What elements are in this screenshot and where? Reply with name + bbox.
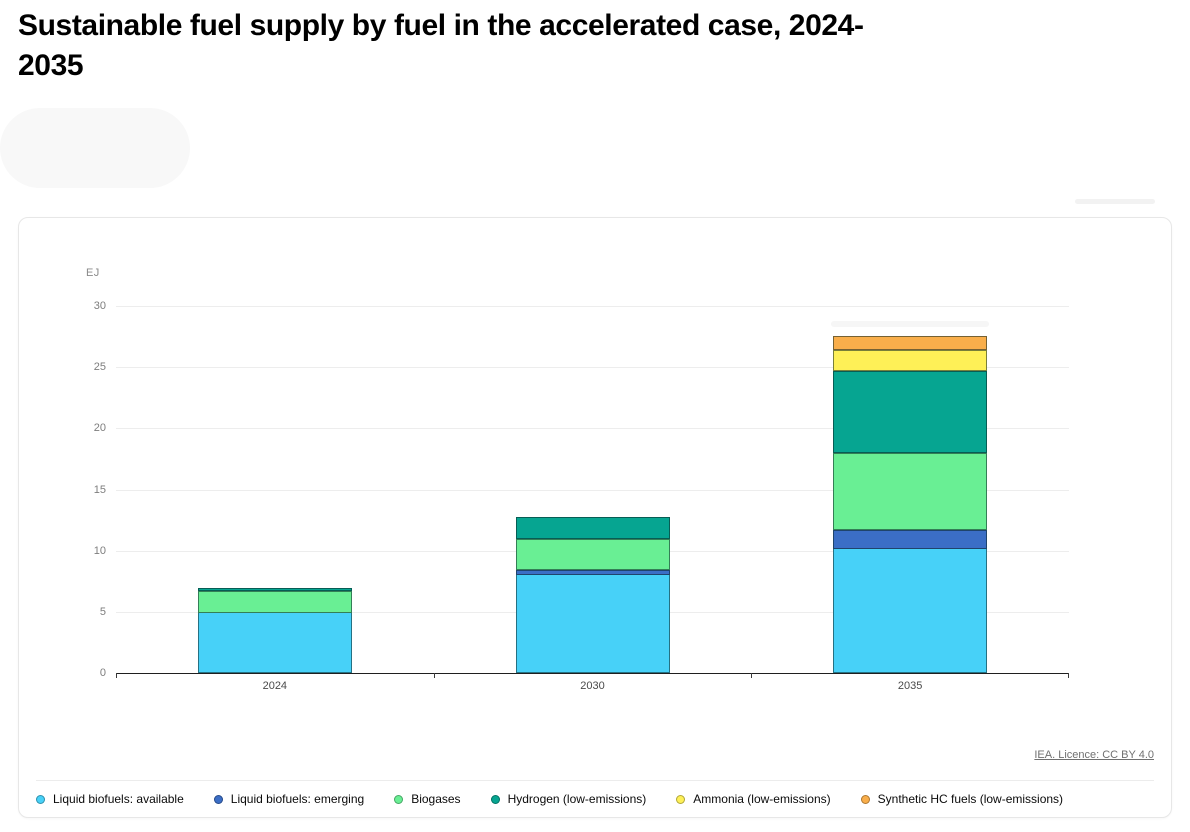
placeholder-strip [1075, 199, 1155, 204]
y-tick-label-15: 15 [93, 483, 106, 496]
y-tick-label-10: 10 [93, 544, 106, 557]
y-tick-label-5: 5 [99, 605, 106, 618]
legend-dot-icon [676, 794, 686, 804]
legend-label: Hydrogen (low-emissions) [507, 792, 647, 806]
bar-segment-2035-biogases[interactable] [833, 452, 988, 530]
source-licence-link[interactable]: IEA. Licence: CC BY 4.0 [1034, 749, 1154, 761]
legend-divider [36, 780, 1154, 781]
y-tick-label-20: 20 [93, 422, 106, 435]
x-axis-line [116, 673, 1069, 674]
chart-card: EJ 0 5 10 15 20 25 30 2024 2030 2035 IEA. Licence… [18, 217, 1172, 818]
plot-area: 0 5 10 15 20 25 30 2024 2030 2035 [94, 300, 1069, 692]
legend-dot-icon [394, 794, 404, 804]
legend-item-hydrogen-low-emissions[interactable]: Hydrogen (low-emissions) [490, 792, 647, 806]
bar-segment-2035-liquid-biofuels-available[interactable] [833, 548, 988, 673]
legend-label: Synthetic HC fuels (low-emissions) [877, 792, 1064, 806]
bar-segment-2024-hydrogen-low-emissions[interactable] [197, 588, 352, 591]
x-axis-tick [434, 673, 435, 678]
legend-label: Ammonia (low-emissions) [693, 792, 831, 806]
legend-item-liquid-biofuels-available[interactable]: Liquid biofuels: available [36, 792, 184, 806]
legend-dot-icon [213, 794, 223, 804]
bar-segment-2024-biogases[interactable] [197, 590, 352, 613]
y-tick-label-30: 30 [93, 300, 106, 312]
legend-label: Biogases [411, 792, 461, 806]
bar-segment-2030-hydrogen-low-emissions[interactable] [515, 517, 670, 540]
y-tick-label-25: 25 [93, 361, 106, 374]
grid-line-25 [116, 367, 1069, 369]
y-axis-unit-label: EJ [86, 267, 100, 279]
x-axis-tick [1068, 673, 1069, 678]
placeholder-blob [0, 108, 190, 188]
x-tick-label-2030: 2030 [580, 680, 605, 692]
bar-segment-2035-hydrogen-low-emissions[interactable] [833, 370, 988, 453]
grid-line-20 [116, 428, 1069, 430]
x-tick-label-2035: 2035 [897, 680, 923, 692]
legend-item-synthetic-hc-fuels-low-emissions[interactable]: Synthetic HC fuels (low-emissions) [860, 792, 1064, 806]
bar-segment-2035-liquid-biofuels-emerging[interactable] [833, 529, 988, 550]
bar-segment-2030-liquid-biofuels-available[interactable] [515, 573, 670, 673]
legend-dot-icon [490, 794, 500, 804]
legend-item-ammonia-low-emissions[interactable]: Ammonia (low-emissions) [676, 792, 831, 806]
legend-label: Liquid biofuels: emerging [230, 792, 365, 806]
x-axis-tick [751, 673, 752, 678]
y-tick-label-0: 0 [99, 667, 106, 679]
bar-segment-2035-synthetic-hc-fuels-low-emissions[interactable] [833, 336, 988, 350]
legend-dot-icon [860, 794, 870, 804]
legend-dot-icon [36, 794, 45, 804]
bar-segment-2024-liquid-biofuels-available[interactable] [197, 611, 352, 673]
bar-segment-2030-biogases[interactable] [515, 539, 670, 571]
bar-segment-2035-ammonia-low-emissions[interactable] [833, 349, 988, 371]
legend-item-liquid-biofuels-emerging[interactable]: Liquid biofuels: emerging [213, 792, 365, 806]
bar-top-highlight [831, 321, 990, 328]
page-title: Sustainable fuel supply by fuel in the a… [18, 9, 864, 82]
legend-label: Liquid biofuels: available [53, 792, 184, 806]
grid-line-15 [116, 489, 1069, 491]
bar-segment-2030-liquid-biofuels-emerging[interactable] [515, 570, 670, 575]
grid-line-30 [116, 306, 1069, 307]
chart-legend: Liquid biofuels: available Liquid biofuel… [36, 792, 1161, 806]
legend-item-biogases[interactable]: Biogases [394, 792, 461, 806]
x-tick-label-2024: 2024 [262, 680, 288, 692]
x-axis-tick [116, 673, 117, 678]
